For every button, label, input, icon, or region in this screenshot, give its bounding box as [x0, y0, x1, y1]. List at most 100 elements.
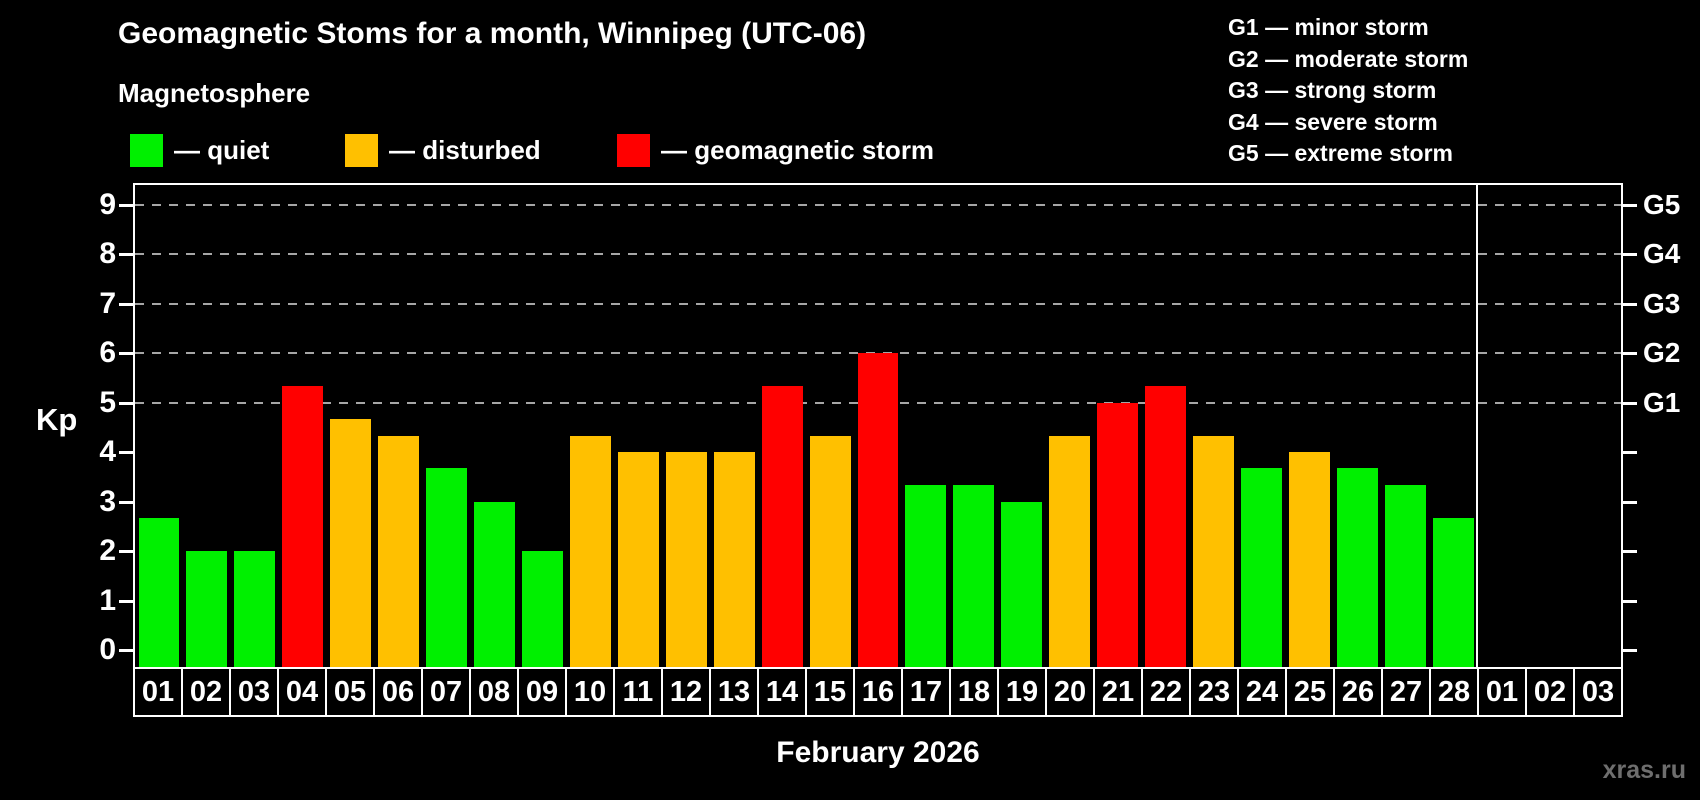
kp-bar-27: [1384, 485, 1426, 667]
day-label-10: 10: [567, 669, 615, 715]
kp-bar-08: [474, 501, 515, 667]
x-axis-title: February 2026: [776, 736, 980, 769]
day-label-14: 14: [759, 669, 807, 715]
y-axis-tick-right-8: [1623, 253, 1637, 256]
legend-swatch-quiet: [130, 134, 163, 167]
day-label-18: 18: [951, 669, 999, 715]
kp-bar-09: [521, 551, 563, 667]
y-axis-tick-left-6: [119, 352, 133, 355]
kp-bar-24: [1241, 468, 1282, 667]
y-tick-label-9: 9: [99, 187, 116, 221]
y-axis-tick-right-4: [1623, 451, 1637, 454]
kp-bar-18: [953, 485, 995, 667]
kp-bar-25: [1288, 452, 1330, 667]
g-level-label-g3: G3: [1643, 287, 1681, 319]
kp-bar-14: [761, 386, 803, 667]
day-label-17: 17: [903, 669, 951, 715]
kp-bar-17: [905, 485, 947, 667]
y-tick-label-0: 0: [99, 633, 116, 666]
kp-bar-07: [426, 468, 468, 667]
gridline-kp7: [135, 302, 1621, 305]
legend-label-storm: — geomagnetic storm: [661, 135, 935, 165]
g-legend-item-4: G4 — severe storm: [1228, 108, 1438, 135]
kp-bar-12: [665, 452, 707, 667]
day-label-9: 09: [519, 669, 567, 715]
legend-item-disturbed: — disturbed: [345, 134, 541, 167]
legend-item-quiet: — quiet: [130, 134, 269, 167]
y-tick-label-4: 4: [99, 435, 116, 468]
y-axis-tick-left-3: [119, 500, 133, 504]
y-tick-label-7: 7: [99, 286, 116, 320]
day-label-8: 08: [471, 669, 519, 715]
y-axis-tick-right-0: [1623, 649, 1637, 652]
y-tick-label-8: 8: [99, 237, 116, 270]
x-axis-day-labels: 01 02 03 04 05 06 07 08 09 10 11 12 13 14 15 16 17 18 19 20…: [133, 667, 1623, 717]
kp-bar-01: [138, 517, 180, 667]
kp-bar-19: [1001, 501, 1043, 667]
y-tick-label-3: 3: [99, 484, 116, 518]
y-axis-tick-left-4: [119, 451, 133, 454]
chart-title: Geomagnetic Stoms for a month, Winnipeg …: [118, 17, 867, 50]
day-label-13: 13: [711, 669, 759, 715]
y-axis-tick-left-0: [119, 649, 133, 652]
kp-bar-13: [713, 452, 755, 667]
kp-bar-21: [1097, 402, 1139, 667]
day-label-15: 15: [807, 669, 855, 715]
kp-bar-15: [809, 435, 851, 667]
y-tick-label-2: 2: [99, 534, 116, 567]
kp-bar-04: [282, 386, 324, 667]
y-tick-label-6: 6: [99, 336, 116, 369]
day-label-26: 26: [1335, 669, 1383, 715]
day-label-11: 11: [615, 669, 663, 715]
kp-bar-11: [617, 452, 659, 667]
y-axis-tick-right-3: [1623, 500, 1637, 504]
kp-bar-03: [234, 551, 276, 667]
legend-label-disturbed: — disturbed: [389, 135, 541, 165]
g-level-label-g1: G1: [1643, 386, 1681, 418]
g-legend-item-3: G3 — strong storm: [1228, 77, 1437, 104]
y-axis-tick-left-9: [119, 203, 133, 207]
day-label-1: 01: [135, 669, 183, 715]
g-legend-item-2: G2 — moderate storm: [1228, 45, 1469, 72]
kp-bar-23: [1193, 435, 1234, 667]
y-axis-tick-left-2: [119, 550, 133, 553]
y-axis-tick-right-7: [1623, 302, 1637, 306]
g-level-label-g4: G4: [1643, 238, 1681, 269]
kp-bar-05: [330, 418, 372, 667]
kp-bar-22: [1145, 386, 1187, 667]
g-level-label-g2: G2: [1643, 337, 1681, 368]
y-tick-label-5: 5: [99, 385, 116, 419]
day-label-19: 19: [999, 669, 1047, 715]
y-axis-tick-left-1: [119, 599, 133, 603]
month-boundary-line: [1476, 185, 1479, 667]
legend-heading: Magnetosphere: [118, 78, 311, 108]
kp-bar-20: [1049, 435, 1091, 667]
y-axis-title: Kp: [36, 402, 78, 437]
legend-swatch-disturbed: [345, 134, 378, 167]
g-scale-legend: G1 — minor storm G2 — moderate storm G3 — …: [1228, 12, 1468, 170]
day-label-5: 05: [327, 669, 375, 715]
day-label-25: 25: [1287, 669, 1335, 715]
day-label-27: 27: [1383, 669, 1431, 715]
day-label-30: 02: [1527, 669, 1575, 715]
g-legend-item-1: G1 — minor storm: [1228, 14, 1429, 40]
watermark: xras.ru: [1602, 756, 1686, 784]
kp-bar-06: [378, 435, 420, 667]
gridline-kp8: [135, 253, 1621, 255]
plot-area: [133, 183, 1623, 667]
g-level-label-g5: G5: [1643, 188, 1681, 220]
kp-bar-28: [1432, 517, 1474, 667]
day-label-21: 21: [1095, 669, 1143, 715]
y-axis-tick-left-5: [119, 401, 133, 405]
y-axis-tick-right-6: [1623, 352, 1637, 355]
day-label-3: 03: [231, 669, 279, 715]
kp-bar-10: [569, 435, 611, 667]
y-axis-tick-left-7: [119, 302, 133, 306]
day-label-4: 04: [279, 669, 327, 715]
y-axis-tick-right-5: [1623, 401, 1637, 405]
day-label-22: 22: [1143, 669, 1191, 715]
y-axis-tick-right-1: [1623, 599, 1637, 603]
legend-label-quiet: — quiet: [174, 135, 270, 165]
legend-item-storm: — geomagnetic storm: [617, 134, 934, 167]
day-label-12: 12: [663, 669, 711, 715]
